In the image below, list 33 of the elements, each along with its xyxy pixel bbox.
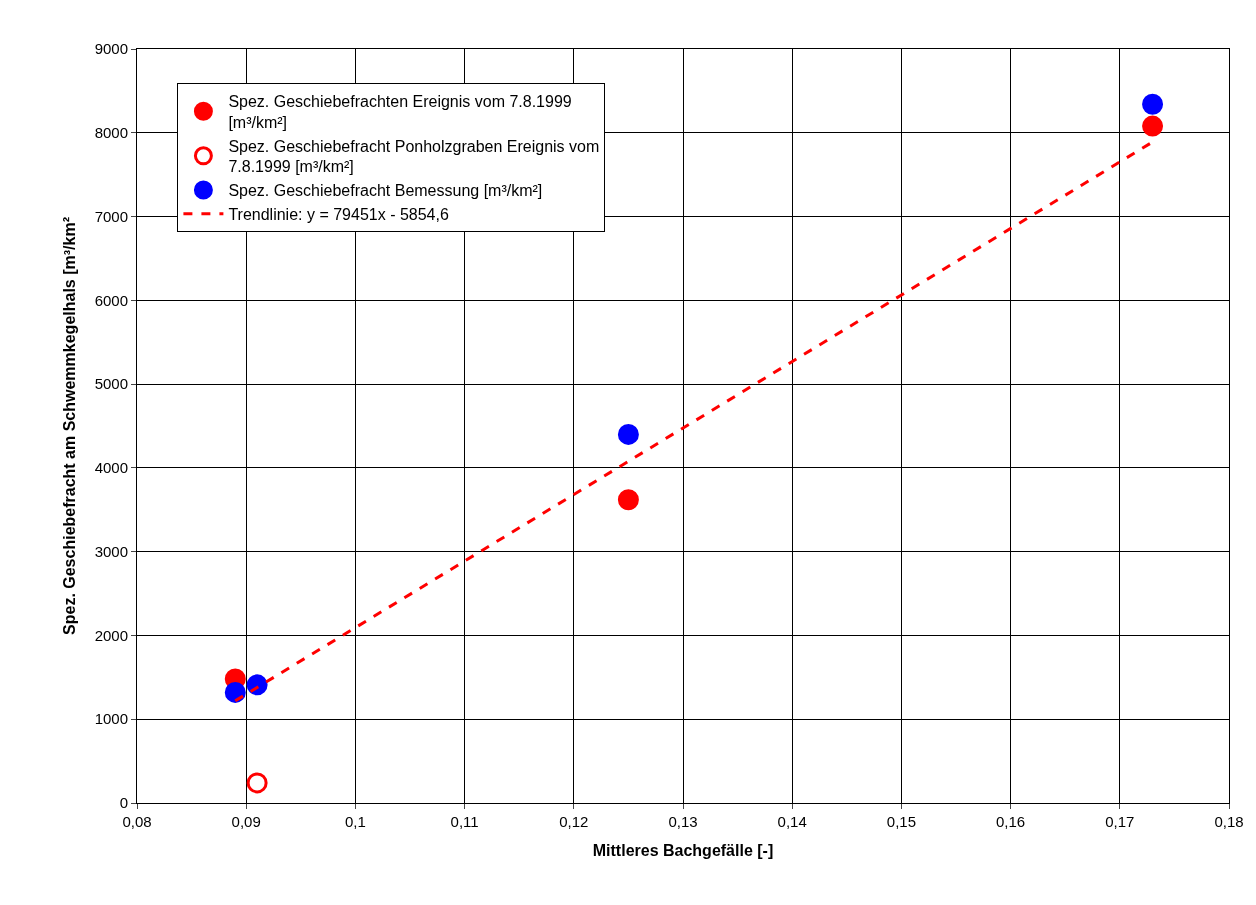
x-tick-label: 0,11 — [450, 813, 479, 830]
legend-label: Trendlinie: y = 79451x - 5854,6 — [228, 206, 449, 224]
x-tick-label: 0,15 — [886, 813, 916, 830]
x-tick-label: 0,13 — [668, 813, 698, 830]
point — [617, 423, 639, 445]
x-tick-label: 0,17 — [1105, 813, 1135, 830]
x-axis-title: Mittleres Bachgefälle [-] — [592, 841, 774, 859]
y-tick-label: 9000 — [94, 40, 128, 58]
x-tick-label: 0,12 — [559, 813, 589, 830]
y-tick-label: 2000 — [94, 626, 128, 644]
x-tick-label: 0,1 — [344, 813, 366, 830]
point — [224, 681, 246, 703]
x-tick-label: 0,08 — [122, 813, 152, 830]
x-tick-label: 0,16 — [996, 813, 1026, 830]
x-tick-label: 0,09 — [231, 813, 261, 830]
legend-label: Spez. Geschiebefracht Ponholzgraben Ereignis vom 7.8.1999 [m³/km²] — [228, 137, 600, 176]
y-tick-label: 0 — [119, 794, 128, 812]
y-tick-label: 3000 — [94, 542, 128, 560]
legend-label: Spez. Geschiebefracht Bemessung [m³/km²] — [228, 182, 543, 200]
point — [1142, 115, 1164, 137]
y-tick-label: 1000 — [94, 710, 128, 728]
point — [617, 489, 639, 511]
y-tick-label: 5000 — [94, 375, 128, 393]
x-tick-label: 0,14 — [777, 813, 807, 830]
y-tick-label: 8000 — [94, 124, 128, 142]
point — [1142, 93, 1164, 115]
y-tick-label: 4000 — [94, 459, 128, 477]
y-tick-label: 6000 — [94, 291, 128, 309]
y-axis-title: Spez. Geschiebefracht am Schwemmkegelhals [m³/km² — [60, 217, 78, 635]
y-tick-label: 7000 — [94, 207, 128, 225]
point — [246, 772, 268, 794]
x-tick-label: 0,18 — [1214, 813, 1244, 830]
legend-label: Spez. Geschiebefrachten Ereignis vom 7.8.1999 [m³/km²] — [228, 93, 572, 131]
